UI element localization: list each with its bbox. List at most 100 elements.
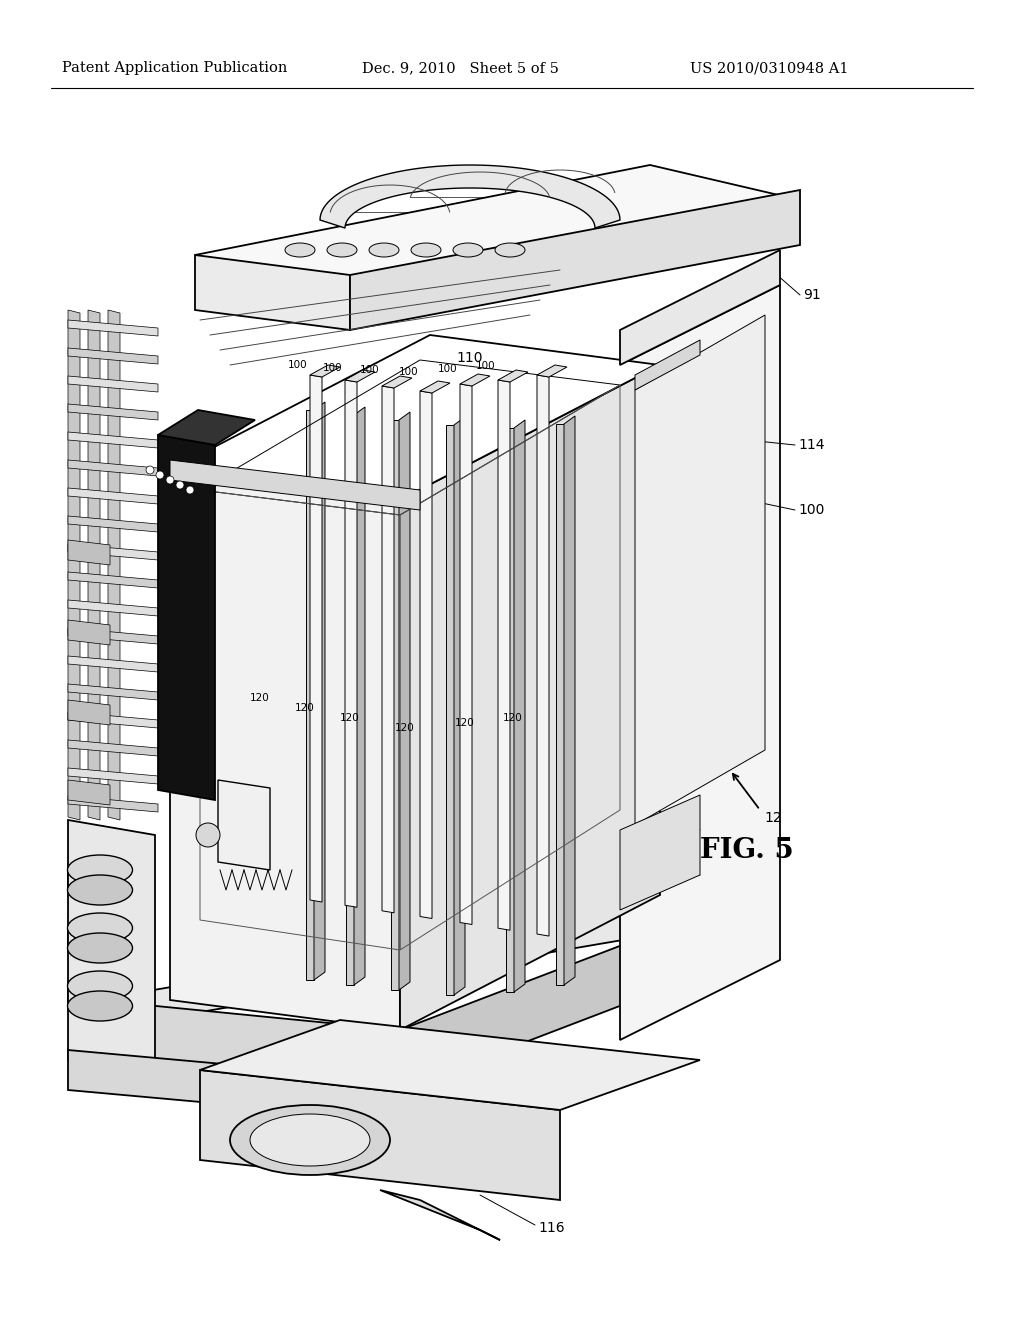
Polygon shape xyxy=(506,428,514,993)
Polygon shape xyxy=(319,165,620,228)
Polygon shape xyxy=(346,414,354,985)
Polygon shape xyxy=(556,424,564,985)
Polygon shape xyxy=(382,385,394,913)
Ellipse shape xyxy=(453,243,483,257)
Ellipse shape xyxy=(285,243,315,257)
Text: 110: 110 xyxy=(456,351,482,366)
Polygon shape xyxy=(620,795,700,909)
Polygon shape xyxy=(68,540,110,565)
Polygon shape xyxy=(68,459,158,477)
Text: 12: 12 xyxy=(764,810,781,825)
Polygon shape xyxy=(306,411,314,979)
Ellipse shape xyxy=(411,243,441,257)
Text: 100: 100 xyxy=(476,360,496,371)
Ellipse shape xyxy=(250,1114,370,1166)
Text: 91: 91 xyxy=(803,288,821,302)
Polygon shape xyxy=(460,384,472,924)
Polygon shape xyxy=(68,310,80,820)
Text: 120: 120 xyxy=(295,704,314,713)
Text: 100: 100 xyxy=(288,360,308,370)
Polygon shape xyxy=(68,544,158,560)
Circle shape xyxy=(146,466,154,474)
Polygon shape xyxy=(454,417,465,995)
Text: Patent Application Publication: Patent Application Publication xyxy=(62,61,288,75)
Polygon shape xyxy=(68,628,158,644)
Text: 120: 120 xyxy=(455,718,475,729)
Text: US 2010/0310948 A1: US 2010/0310948 A1 xyxy=(690,61,849,75)
Circle shape xyxy=(156,471,164,479)
Text: FIG. 5: FIG. 5 xyxy=(700,837,794,863)
Polygon shape xyxy=(68,432,158,447)
Ellipse shape xyxy=(230,1105,390,1175)
Polygon shape xyxy=(564,416,575,985)
Polygon shape xyxy=(350,190,800,330)
Polygon shape xyxy=(620,285,780,1040)
Polygon shape xyxy=(88,310,100,820)
Polygon shape xyxy=(158,411,255,445)
Polygon shape xyxy=(200,1071,560,1200)
Polygon shape xyxy=(380,1191,500,1239)
Polygon shape xyxy=(195,255,350,330)
Polygon shape xyxy=(68,656,158,672)
Text: 100: 100 xyxy=(798,503,824,517)
Polygon shape xyxy=(537,366,567,378)
Polygon shape xyxy=(170,459,420,510)
Polygon shape xyxy=(68,488,158,504)
Polygon shape xyxy=(498,370,528,381)
Polygon shape xyxy=(68,516,158,532)
Ellipse shape xyxy=(369,243,399,257)
Circle shape xyxy=(196,822,220,847)
Polygon shape xyxy=(382,376,412,388)
Polygon shape xyxy=(345,370,375,381)
Ellipse shape xyxy=(495,243,525,257)
Polygon shape xyxy=(620,249,780,366)
Polygon shape xyxy=(68,572,158,587)
Text: 120: 120 xyxy=(503,713,523,723)
Ellipse shape xyxy=(68,972,132,1001)
Circle shape xyxy=(176,480,184,488)
Text: 114: 114 xyxy=(798,438,824,451)
Polygon shape xyxy=(68,601,158,616)
Polygon shape xyxy=(95,1001,400,1090)
Polygon shape xyxy=(537,375,549,936)
Text: 120: 120 xyxy=(340,713,359,723)
Text: Dec. 9, 2010   Sheet 5 of 5: Dec. 9, 2010 Sheet 5 of 5 xyxy=(362,61,559,75)
Text: 100: 100 xyxy=(438,364,458,374)
Polygon shape xyxy=(68,741,158,756)
Polygon shape xyxy=(68,796,158,812)
Ellipse shape xyxy=(68,991,132,1020)
Polygon shape xyxy=(514,420,525,993)
Polygon shape xyxy=(158,436,215,800)
Ellipse shape xyxy=(68,875,132,906)
Ellipse shape xyxy=(68,913,132,942)
Polygon shape xyxy=(310,366,340,378)
Polygon shape xyxy=(399,412,410,990)
Polygon shape xyxy=(314,403,325,979)
Polygon shape xyxy=(68,768,158,784)
Polygon shape xyxy=(446,425,454,995)
Polygon shape xyxy=(68,620,110,645)
Text: 116: 116 xyxy=(538,1221,564,1236)
Text: 120: 120 xyxy=(395,723,415,733)
Text: 120: 120 xyxy=(250,693,270,704)
Polygon shape xyxy=(400,900,740,1090)
Polygon shape xyxy=(200,1020,700,1110)
Polygon shape xyxy=(68,404,158,420)
Polygon shape xyxy=(68,376,158,392)
Polygon shape xyxy=(420,391,432,919)
Polygon shape xyxy=(635,341,700,389)
Polygon shape xyxy=(218,780,270,870)
Circle shape xyxy=(166,477,174,484)
Polygon shape xyxy=(108,310,120,820)
Polygon shape xyxy=(400,366,660,1030)
Circle shape xyxy=(186,486,194,494)
Ellipse shape xyxy=(327,243,357,257)
Polygon shape xyxy=(310,375,322,902)
Polygon shape xyxy=(68,1049,400,1119)
Polygon shape xyxy=(195,165,800,290)
Polygon shape xyxy=(391,420,399,990)
Polygon shape xyxy=(354,407,365,985)
Polygon shape xyxy=(68,711,158,729)
Polygon shape xyxy=(170,335,660,500)
Polygon shape xyxy=(68,348,158,364)
